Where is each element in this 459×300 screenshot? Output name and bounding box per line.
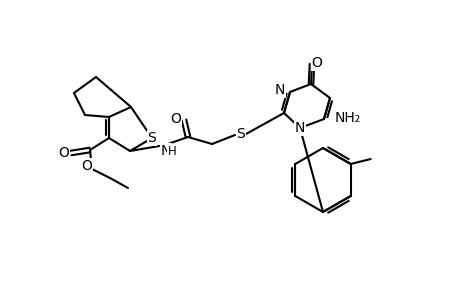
- Text: N: N: [161, 144, 171, 158]
- Text: O: O: [170, 112, 181, 126]
- Text: H: H: [167, 145, 176, 158]
- Text: S: S: [236, 127, 245, 141]
- Text: O: O: [311, 56, 322, 70]
- Text: N: N: [294, 121, 304, 135]
- Text: NH₂: NH₂: [334, 111, 360, 125]
- Text: O: O: [81, 159, 92, 173]
- Text: N: N: [274, 83, 285, 97]
- Text: O: O: [58, 146, 69, 160]
- Text: S: S: [147, 131, 156, 145]
